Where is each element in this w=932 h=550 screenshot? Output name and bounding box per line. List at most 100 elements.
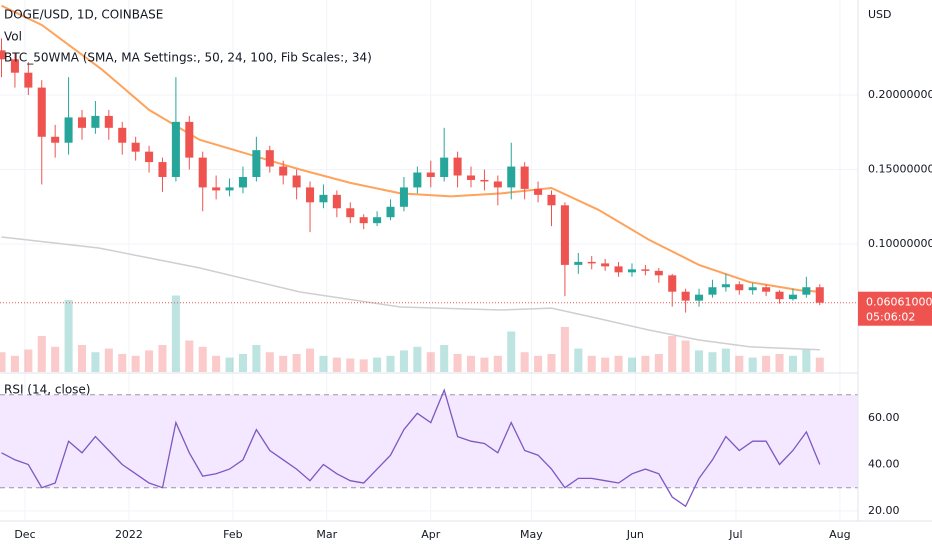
volume-bar	[507, 331, 516, 372]
volume-bar	[547, 354, 556, 372]
x-tick-label: Feb	[223, 528, 242, 541]
candle-body	[440, 157, 449, 177]
volume-bar	[587, 355, 596, 372]
volume-bar	[185, 340, 194, 372]
indicator-legend[interactable]: BTC_50WMA (SMA, MA Settings:, 50, 24, 10…	[4, 51, 372, 65]
volume-bar	[627, 357, 636, 372]
candle-body	[91, 115, 100, 128]
volume-bar	[520, 352, 529, 372]
moving-average-line	[1, 236, 820, 351]
candle-body	[37, 87, 46, 137]
x-tick-label: Apr	[421, 528, 441, 541]
candle-body	[815, 287, 824, 303]
candle-body	[534, 188, 543, 195]
volume-bar	[601, 357, 610, 372]
symbol-title[interactable]: DOGE/USD, 1D, COINBASE	[4, 8, 163, 22]
volume-bar	[802, 349, 811, 372]
candle-body	[24, 72, 33, 88]
candle-body	[654, 270, 663, 276]
candle-body	[198, 157, 207, 188]
candle-body	[708, 287, 717, 295]
volume-bar	[346, 358, 355, 372]
candle-body	[265, 150, 274, 167]
volume-bar	[775, 354, 784, 372]
candle-body	[373, 217, 382, 224]
candle-body	[319, 194, 328, 203]
plot-area	[0, 4, 858, 508]
candle-body	[292, 175, 301, 188]
volume-bar	[145, 350, 154, 372]
candle-body	[627, 269, 636, 273]
candle-body	[359, 217, 368, 224]
rsi-tick-label: 20.00	[868, 504, 900, 517]
candle-body	[641, 269, 650, 271]
candle-body	[668, 275, 677, 292]
volume-bar	[480, 357, 489, 372]
volume-bar	[319, 355, 328, 372]
x-tick-label: Dec	[14, 528, 35, 541]
candle-body	[775, 291, 784, 300]
volume-bar	[225, 357, 234, 372]
volume-bar	[574, 348, 583, 372]
x-tick-label: Jun	[626, 528, 644, 541]
candle-body	[171, 121, 180, 177]
candle-body	[185, 121, 194, 158]
volume-bar	[292, 354, 301, 372]
volume-bar	[453, 354, 462, 372]
y-tick-label: 0.15000000	[868, 163, 932, 176]
candle-body	[413, 172, 422, 188]
last-price-box	[858, 291, 932, 326]
candle-body	[212, 187, 221, 191]
volume-bar	[614, 355, 623, 372]
candle-body	[735, 284, 744, 291]
candle-body	[131, 142, 140, 152]
candle-body	[399, 187, 408, 207]
volume-bar	[10, 355, 19, 372]
countdown-label: 05:06:02	[866, 311, 915, 324]
rsi-line	[1, 388, 821, 508]
x-tick-label: 2022	[115, 528, 143, 541]
candle-body	[252, 150, 261, 177]
volume-bar	[708, 352, 717, 372]
last-price-label: 0.06061000	[866, 296, 932, 309]
candle-body	[104, 115, 113, 128]
volume-bar	[238, 354, 247, 372]
candle-body	[279, 166, 288, 176]
x-tick-label: Aug	[829, 528, 850, 541]
rsi-legend[interactable]: RSI (14, close)	[4, 383, 90, 397]
volume-bar	[212, 355, 221, 372]
volume-bar	[24, 349, 33, 372]
candle-body	[158, 162, 167, 177]
candle-body	[721, 284, 730, 288]
volume-bar	[386, 355, 395, 372]
volume-bar	[171, 295, 180, 372]
volume-legend[interactable]: Vol	[4, 30, 22, 44]
y-tick-label: 0.20000000	[868, 88, 932, 101]
candle-body	[426, 172, 435, 177]
candle-body	[802, 287, 811, 295]
candle-body	[346, 208, 355, 218]
candle-body	[77, 117, 87, 128]
candle-body	[10, 59, 19, 73]
volume-bar	[560, 327, 569, 372]
moving-average-line	[1, 4, 820, 293]
volume-bar	[641, 355, 650, 372]
candle-body	[64, 117, 73, 143]
candle-body	[788, 294, 797, 300]
volume-bar	[91, 352, 100, 372]
x-tick-label: Mar	[316, 528, 337, 541]
rsi-tick-label: 60.00	[868, 411, 900, 424]
candle-body	[118, 127, 127, 143]
volume-bar	[654, 354, 663, 372]
volume-bar	[668, 336, 677, 372]
volume-bar	[332, 357, 341, 372]
volume-bar	[0, 352, 6, 372]
volume-bar	[695, 350, 704, 372]
volume-bar	[735, 355, 744, 372]
candle-body	[386, 206, 395, 218]
volume-bar	[815, 357, 824, 372]
overlay-layer: Dec 2022 Feb Mar Apr May Jun Jul Aug 0.10000000 0.…	[14, 88, 932, 541]
volume-bar	[440, 345, 449, 372]
candle-body	[547, 194, 556, 206]
candle-body	[306, 187, 315, 203]
